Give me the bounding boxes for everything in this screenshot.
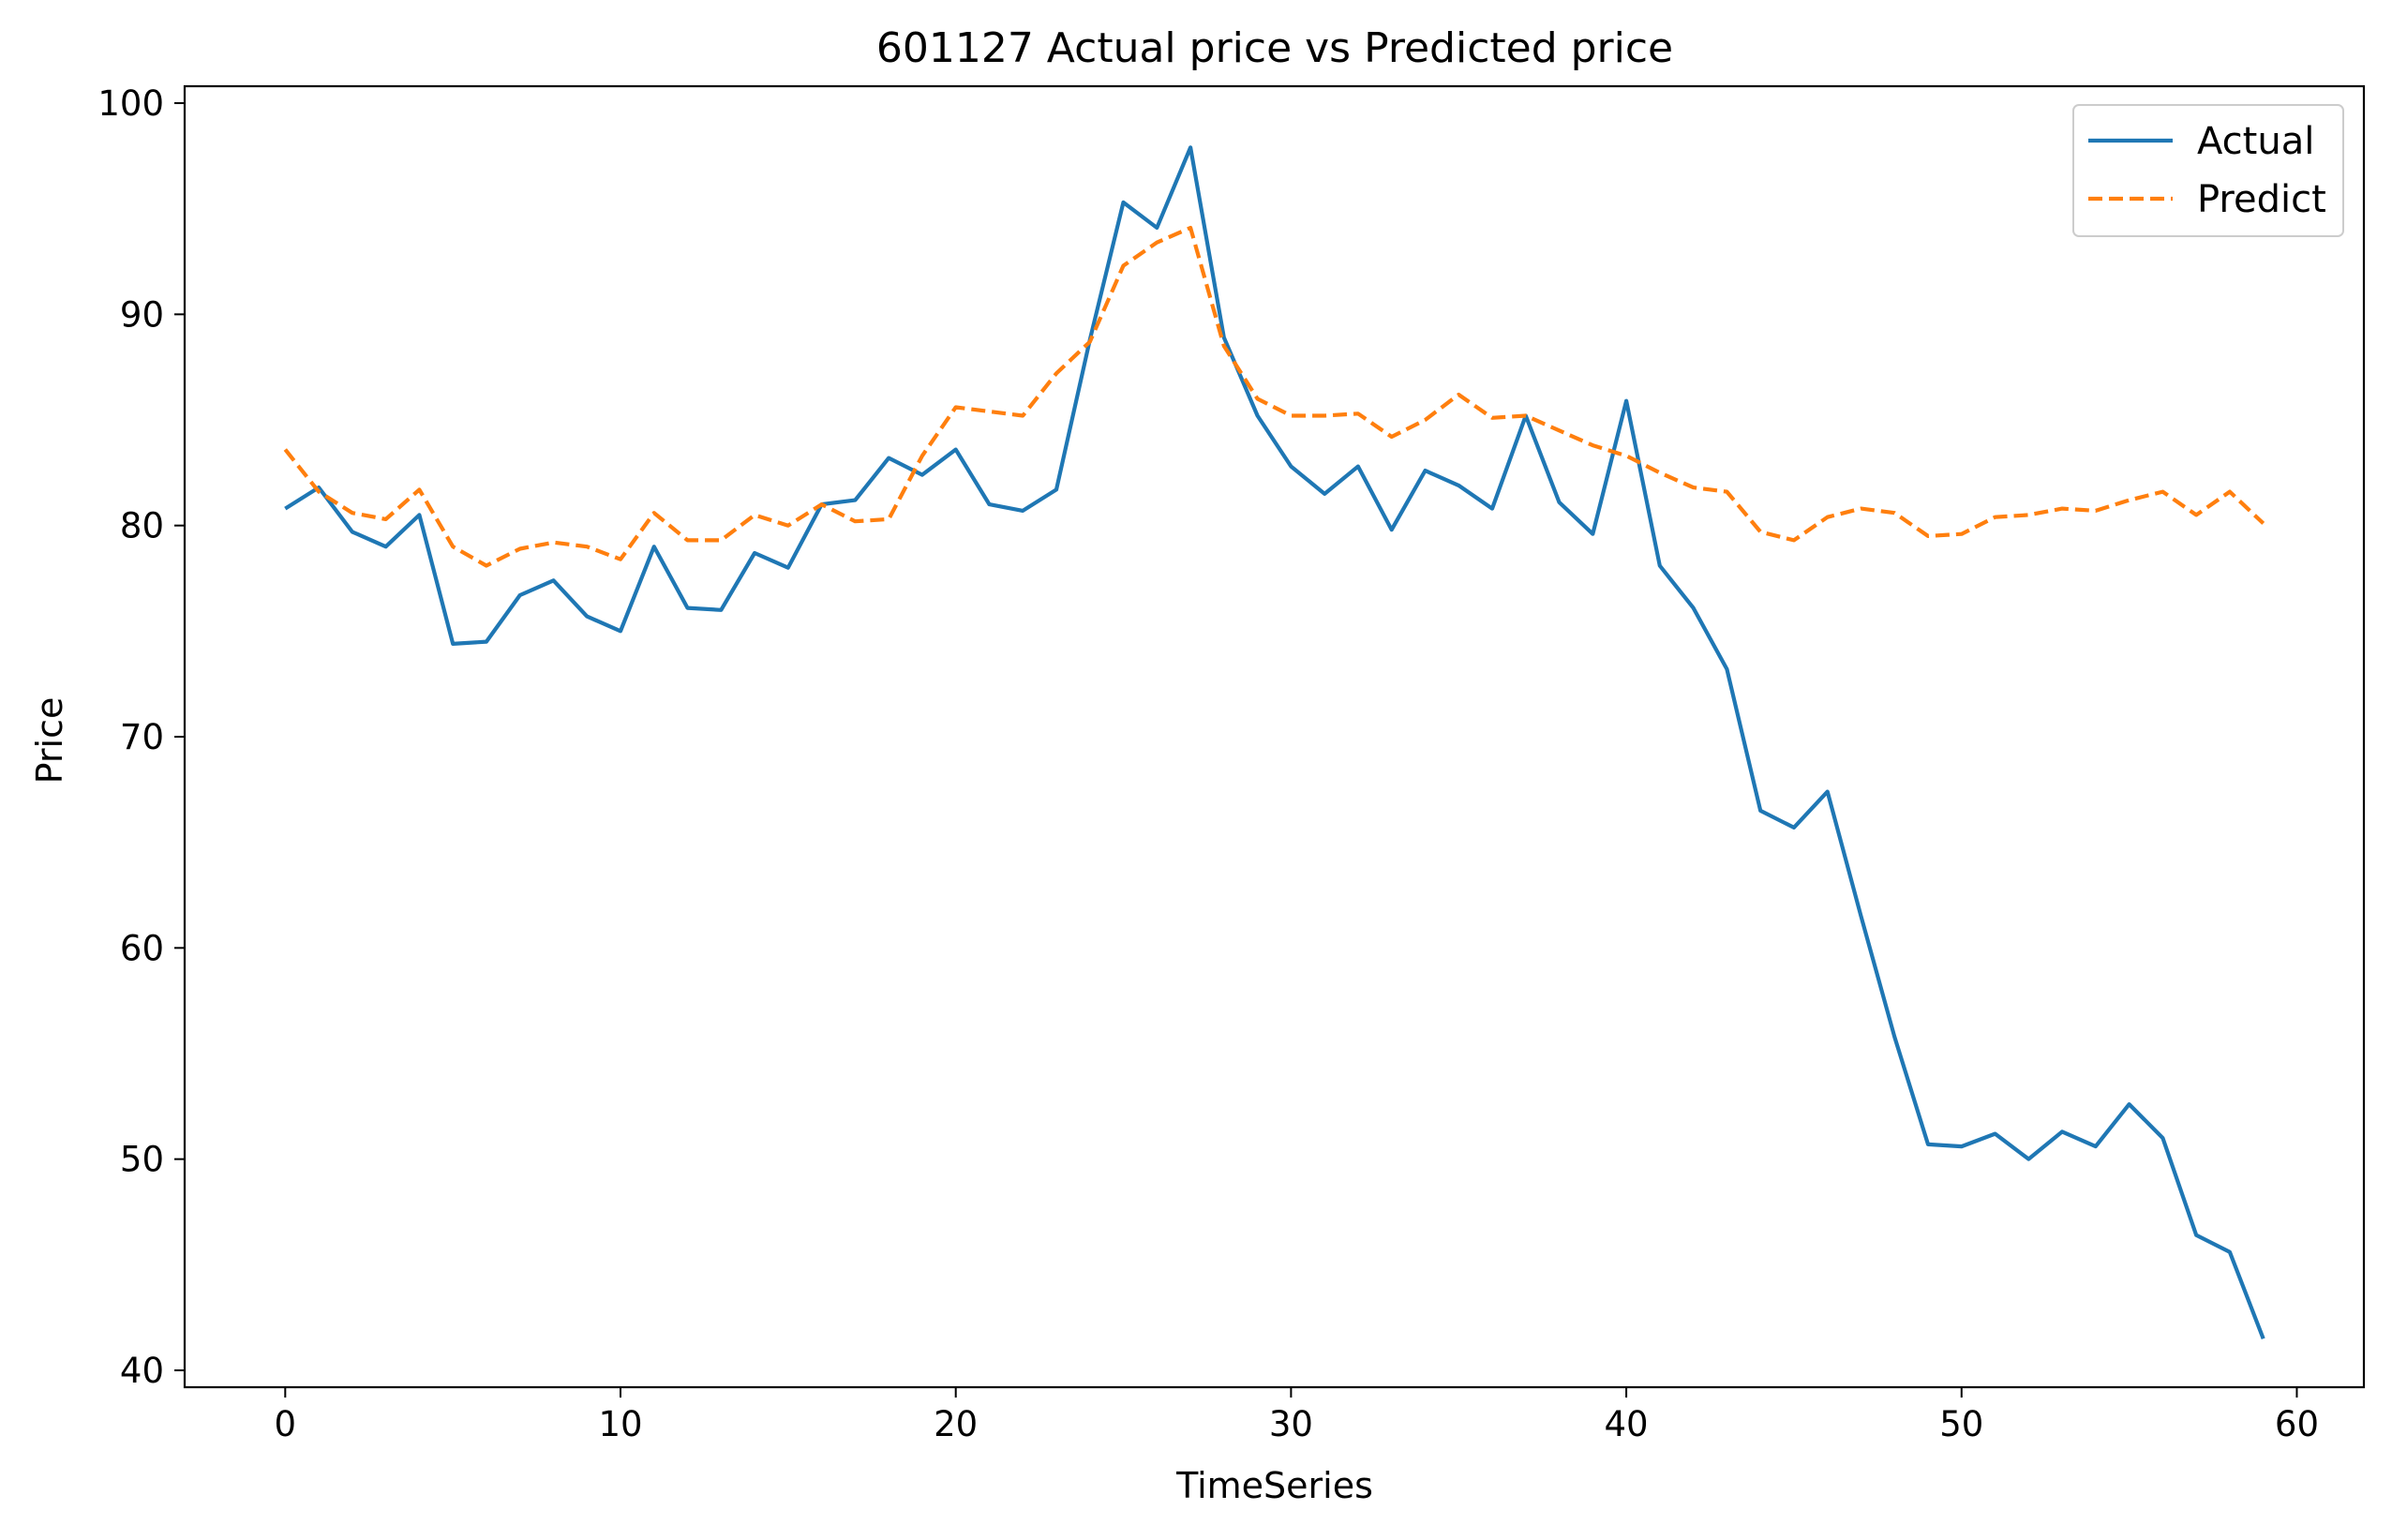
y-tick-label: 80 (120, 506, 164, 546)
chart-title: 601127 Actual price vs Predicted price (876, 24, 1673, 72)
y-tick-label: 60 (120, 928, 164, 968)
y-axis-label: Price (29, 697, 70, 785)
x-axis-label: TimeSeries (1175, 1465, 1373, 1506)
x-tick-label: 10 (598, 1404, 642, 1444)
legend-label-actual: Actual (2197, 120, 2314, 163)
x-tick-label: 30 (1269, 1404, 1313, 1444)
y-tick-label: 100 (97, 83, 164, 124)
x-tick-label: 0 (275, 1404, 297, 1444)
legend: Actual Predict (2073, 105, 2343, 236)
x-tick-label: 40 (1605, 1404, 1649, 1444)
x-tick-label: 60 (2275, 1404, 2319, 1444)
x-tick-label: 20 (934, 1404, 978, 1444)
y-tick-label: 90 (120, 294, 164, 335)
y-tick-label: 70 (120, 717, 164, 757)
y-tick-label: 50 (120, 1140, 164, 1180)
x-tick-label: 50 (1939, 1404, 1983, 1444)
y-tick-label: 40 (120, 1351, 164, 1391)
legend-label-predict: Predict (2197, 178, 2326, 221)
